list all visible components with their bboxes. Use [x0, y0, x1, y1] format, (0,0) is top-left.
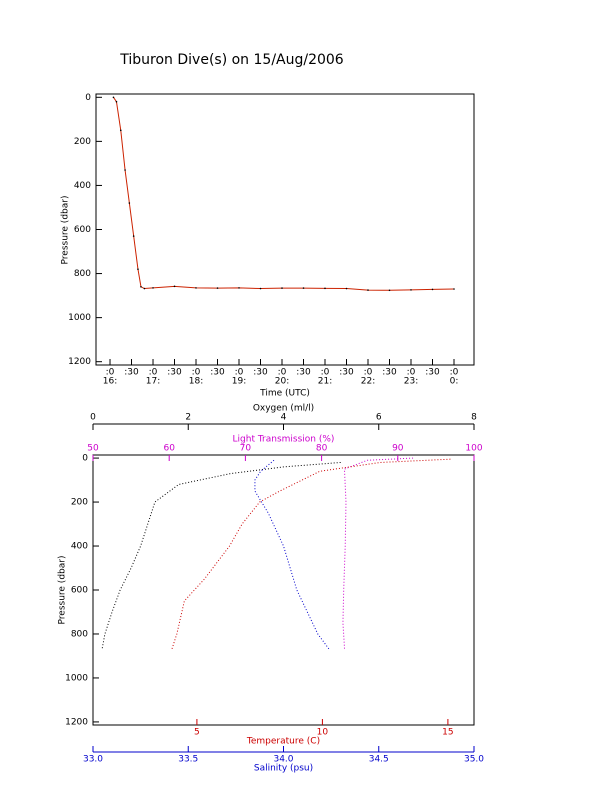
x-tick-label: 18:	[189, 377, 203, 387]
data-point	[345, 287, 348, 290]
x-tick-label: :0	[321, 368, 330, 378]
x-tick-label: 5	[194, 728, 200, 738]
x-tick-label: 4	[281, 413, 287, 423]
data-point	[453, 288, 455, 290]
y-tick-label: 1000	[65, 673, 88, 683]
x-tick-label: 33.5	[178, 755, 198, 765]
x-tick-label: 6	[376, 413, 382, 423]
x-tick-label: :0	[364, 368, 373, 378]
x-tick-label: 22:	[361, 377, 375, 387]
data-point	[152, 287, 154, 289]
data-point	[410, 289, 412, 291]
y-tick-label: 400	[74, 181, 91, 191]
data-point	[195, 287, 197, 289]
x-tick-label: 2	[185, 413, 191, 423]
x-tick-label: :0	[106, 368, 115, 378]
x-tick-label: 60	[163, 444, 175, 454]
x-tick-label: :0	[235, 368, 244, 378]
y-tick-label: 0	[85, 93, 91, 103]
x-tick-label: 80	[316, 444, 328, 454]
data-point	[173, 285, 176, 288]
profile-line	[101, 461, 341, 650]
x-axis-title: Oxygen (ml/l)	[253, 404, 314, 414]
x-tick-label: 0	[90, 413, 96, 423]
y-tick-label: 400	[71, 542, 88, 552]
x-tick-label: 50	[87, 444, 99, 454]
x-tick-label: :0	[149, 368, 158, 378]
x-tick-label: 100	[465, 444, 482, 454]
x-tick-label: :30	[339, 368, 354, 378]
x-axis-title: Time (UTC)	[259, 389, 310, 399]
x-tick-label: 15	[442, 728, 453, 738]
data-point	[259, 287, 262, 290]
data-point	[324, 287, 326, 290]
x-tick-label: 90	[392, 444, 404, 454]
y-tick-label: 800	[71, 629, 88, 639]
data-point	[302, 287, 305, 289]
y-tick-label: 800	[74, 269, 91, 279]
data-point	[431, 288, 434, 291]
y-tick-label: 0	[82, 454, 88, 464]
data-point	[281, 287, 283, 289]
data-point	[119, 129, 122, 132]
x-tick-label: 34.0	[273, 755, 293, 765]
y-tick-label: 600	[74, 225, 91, 235]
y-axis-title: Pressure (dbar)	[58, 556, 68, 625]
data-point	[137, 268, 139, 270]
x-tick-label: :0	[278, 368, 287, 378]
data-line	[113, 97, 455, 291]
y-tick-label: 200	[71, 498, 88, 508]
x-tick-label: :30	[296, 368, 311, 378]
x-tick-label: :30	[253, 368, 268, 378]
data-point	[216, 287, 219, 289]
x-axis-title: Salinity (psu)	[254, 764, 313, 774]
x-axis-title: Temperature (C)	[246, 737, 320, 747]
x-tick-label: 10	[317, 728, 329, 738]
x-tick-label: 19:	[232, 377, 246, 387]
data-point	[140, 285, 142, 288]
data-point	[367, 289, 369, 291]
x-tick-label: 23:	[404, 377, 418, 387]
y-tick-label: 1000	[68, 313, 91, 323]
chart-title: Tiburon Dive(s) on 15/Aug/2006	[119, 52, 344, 68]
x-axis-title: Light Transmission (%)	[233, 435, 335, 445]
x-tick-label: 35.0	[464, 755, 484, 765]
x-tick-label: 20:	[275, 377, 289, 387]
profile-line	[342, 457, 414, 650]
x-tick-label: :0	[192, 368, 201, 378]
profile-line	[254, 459, 330, 650]
data-point	[238, 287, 240, 289]
data-point	[388, 289, 391, 292]
data-point	[112, 96, 115, 99]
x-tick-label: :30	[425, 368, 440, 378]
data-point	[115, 100, 118, 103]
y-tick-label: 1200	[68, 357, 91, 367]
x-tick-label: 8	[471, 413, 477, 423]
data-point	[128, 202, 131, 204]
x-tick-label: 0:	[450, 377, 459, 387]
x-tick-label: :30	[210, 368, 225, 378]
plot-frame	[95, 93, 475, 366]
data-point	[143, 287, 146, 290]
y-tick-label: 600	[71, 586, 88, 596]
x-tick-label: 34.5	[369, 755, 389, 765]
x-tick-label: 16:	[103, 377, 117, 387]
y-tick-label: 1200	[65, 717, 88, 727]
x-tick-label: 21:	[318, 377, 332, 387]
x-tick-label: :30	[124, 368, 139, 378]
y-tick-label: 200	[74, 137, 91, 147]
x-tick-label: 70	[240, 444, 252, 454]
data-point	[132, 235, 135, 237]
x-tick-label: :0	[407, 368, 416, 378]
plot-frame	[92, 454, 475, 726]
x-tick-label: :30	[382, 368, 397, 378]
y-axis-title: Pressure (dbar)	[61, 196, 71, 265]
x-tick-label: :30	[167, 368, 182, 378]
data-point	[124, 169, 126, 171]
x-tick-label: :0	[450, 368, 459, 378]
x-tick-label: 33.0	[83, 755, 103, 765]
x-tick-label: 17:	[146, 377, 160, 387]
